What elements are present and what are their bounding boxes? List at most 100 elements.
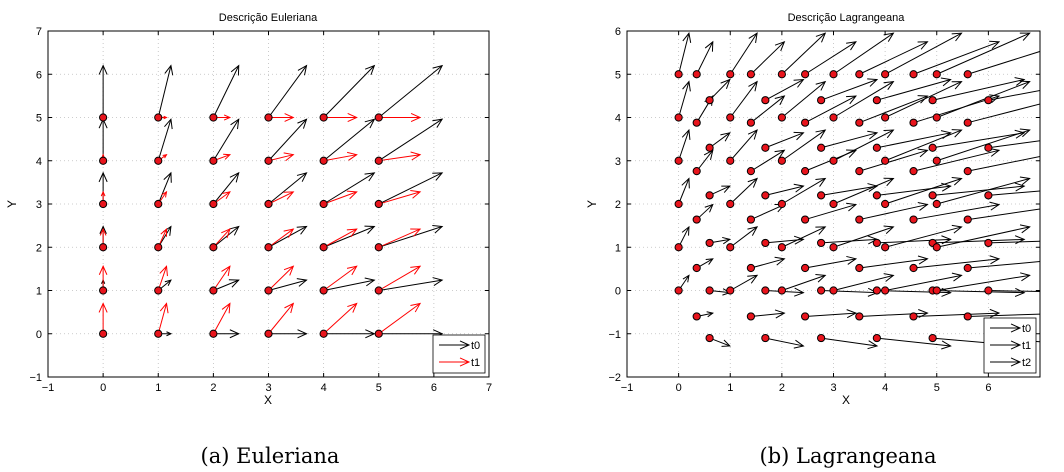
arrow-t0 [730,274,759,291]
arrow-t1 [212,265,231,291]
arrow-t0-shaft [323,279,375,291]
legend-arrow-t1-head [1010,340,1022,350]
arrow-t0 [781,32,827,75]
arrow-t1-head [221,228,231,239]
arrow-t2-head [721,185,731,193]
arrow-t0-head [364,172,376,182]
arrow-t2 [765,183,805,196]
arrow-t1-shaft [913,258,1000,269]
arrow-t0 [213,225,240,248]
arrow-t2-shaft [821,185,878,196]
arrow-t2 [709,132,731,149]
arrow-t0 [378,172,444,205]
particle-point [984,143,993,152]
arrow-t0-shaft [936,274,1030,291]
arrow-t0 [884,176,963,205]
eulerian-axes-box [47,30,490,378]
arrow-t1-head [917,41,929,50]
arrow-t1 [750,95,786,124]
particle-point [817,191,826,200]
grid-point [209,286,218,295]
arrow-t0-head [748,32,758,43]
y-tick-label: 1 [36,286,42,298]
arrow-t1-head [347,112,358,123]
arrow-t1 [750,149,786,172]
x-tick-label: −1 [42,382,55,394]
arrow-t1-head [283,265,295,276]
arrow-t1 [750,40,786,75]
particle-point [855,167,864,176]
arrow-t0 [157,118,173,161]
particle-point [963,263,972,273]
particle-point [928,191,937,200]
grid-point [209,113,218,122]
arrow-t2-shaft [876,79,951,101]
arrow-t1 [323,228,358,248]
particle-point [928,96,937,105]
arrow-t0 [323,64,376,118]
arrow-t0 [936,272,1031,291]
arrow-t2-head [793,235,805,245]
arrow-t0-head [747,226,759,236]
arrow-t0-shaft [833,32,894,75]
arrow-t2-head [1014,77,1026,86]
arrow-t0-head [681,128,691,140]
particle-point [692,118,701,127]
particle-point [674,199,683,209]
arrow-t1-shaft [859,258,928,269]
y-tick-label: 2 [615,199,621,211]
arrow-t2 [820,78,879,101]
arrow-t0-head [1019,128,1031,138]
arrow-t1-head [346,190,358,200]
arrow-t0-head [951,272,963,282]
arrow-t0-shaft [268,172,307,205]
arrow-t2 [765,337,805,349]
arrow-t1-head [284,302,295,314]
arrow-t0-head [297,64,308,76]
arrow-t0-shaft [885,274,962,291]
arrow-t2 [709,78,731,101]
particle-point [855,263,864,273]
arrow-t2-head [722,236,732,245]
arrow-t0-shaft [833,274,894,291]
grid-point [319,113,328,122]
x-tick-label: 0 [676,382,682,394]
arrow-t1 [913,148,1001,172]
y-tick-label: 0 [36,329,42,341]
particle-point [872,238,881,248]
arrow-t1-shaft [913,149,1000,172]
particle-point [909,70,918,79]
arrow-t0-shaft [729,81,758,118]
arrow-t0-shaft [323,65,375,118]
arrow-t0-head [815,226,827,235]
arrow-t1-head [223,114,232,121]
arrow-t0-shaft [936,226,1030,248]
arrow-t2 [876,337,952,350]
particle-point [801,167,810,176]
arrow-t1 [859,148,929,172]
particle-point [932,156,941,165]
arrow-t1 [913,40,1001,75]
arrow-t1-head [283,228,295,238]
legend-arrow-t1 [990,340,1022,350]
x-tick-label: 0 [100,382,106,394]
arrow-t1 [378,228,422,248]
particle-point [801,118,810,127]
arrow-t1 [323,190,358,205]
arrow-t0 [323,329,376,339]
particle-point [984,238,993,248]
arrow-t0-head [815,274,827,283]
particle-point [674,286,683,295]
arrow-t1-head [346,265,358,276]
particle-point [928,143,937,152]
arrow-t0 [936,128,1031,162]
arrow-t1-shaft [696,41,714,75]
y-tick-label: 1 [615,242,621,254]
arrow-t0 [936,224,1031,248]
legend-label-t1: t1 [471,357,480,369]
x-tick-label: 7 [486,382,492,394]
arrow-t1-head [774,95,786,106]
particle-point [909,215,918,224]
arrow-t2-head [867,183,879,192]
arrow-t0-head [164,64,174,76]
